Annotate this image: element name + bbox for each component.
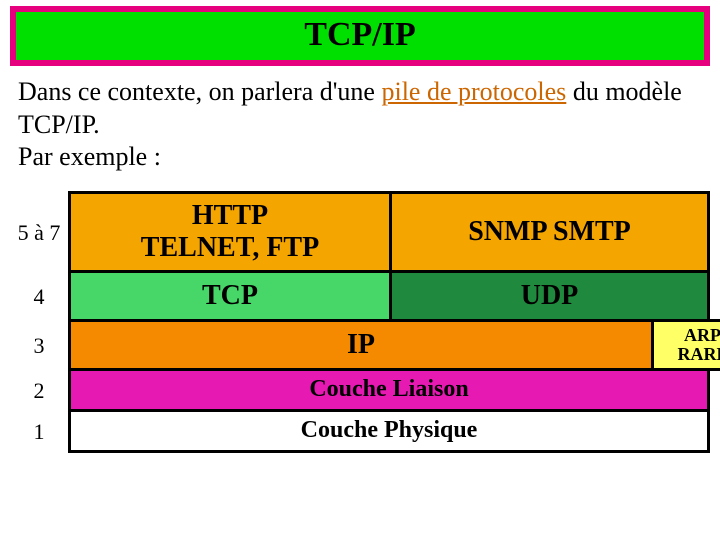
protocol-stack: 5 à 7 HTTP TELNET, FTP SNMP SMTP 4 TCP U…: [10, 194, 710, 453]
row-transport: TCP UDP: [68, 270, 710, 322]
intro-link: pile de protocoles: [381, 77, 566, 106]
cell-link: Couche Liaison: [71, 371, 707, 409]
layer-number-3: 3: [10, 322, 68, 371]
page-title: TCP/IP: [304, 16, 415, 53]
cell-arp-rarp: ARP RARP: [651, 322, 720, 368]
cell-tcp: TCP: [71, 273, 389, 319]
row-application: HTTP TELNET, FTP SNMP SMTP: [68, 191, 710, 273]
layer-number-4: 4: [10, 273, 68, 322]
cell-ip: IP: [71, 322, 651, 368]
label-telnet-ftp: TELNET, FTP: [141, 232, 319, 264]
row-network: IP ARP RARP: [68, 319, 720, 371]
intro-paragraph: Dans ce contexte, on parlera d'une pile …: [18, 76, 706, 174]
row-physical: Couche Physique: [68, 409, 710, 453]
label-arp: ARP: [678, 326, 720, 345]
cell-snmp-smtp: SNMP SMTP: [389, 194, 707, 270]
label-rarp: RARP: [678, 345, 720, 364]
label-http: HTTP: [141, 200, 319, 232]
layer-number-1: 1: [10, 412, 68, 453]
cell-http-telnet-ftp: HTTP TELNET, FTP: [71, 194, 389, 270]
cell-udp: UDP: [389, 273, 707, 319]
layer-number-2: 2: [10, 371, 68, 412]
cell-physical: Couche Physique: [71, 412, 707, 450]
title-box: TCP/IP: [10, 6, 710, 66]
layer-number-5to7: 5 à 7: [10, 194, 68, 273]
intro-pre: Dans ce contexte, on parlera d'une: [18, 77, 381, 106]
row-link: Couche Liaison: [68, 368, 710, 412]
